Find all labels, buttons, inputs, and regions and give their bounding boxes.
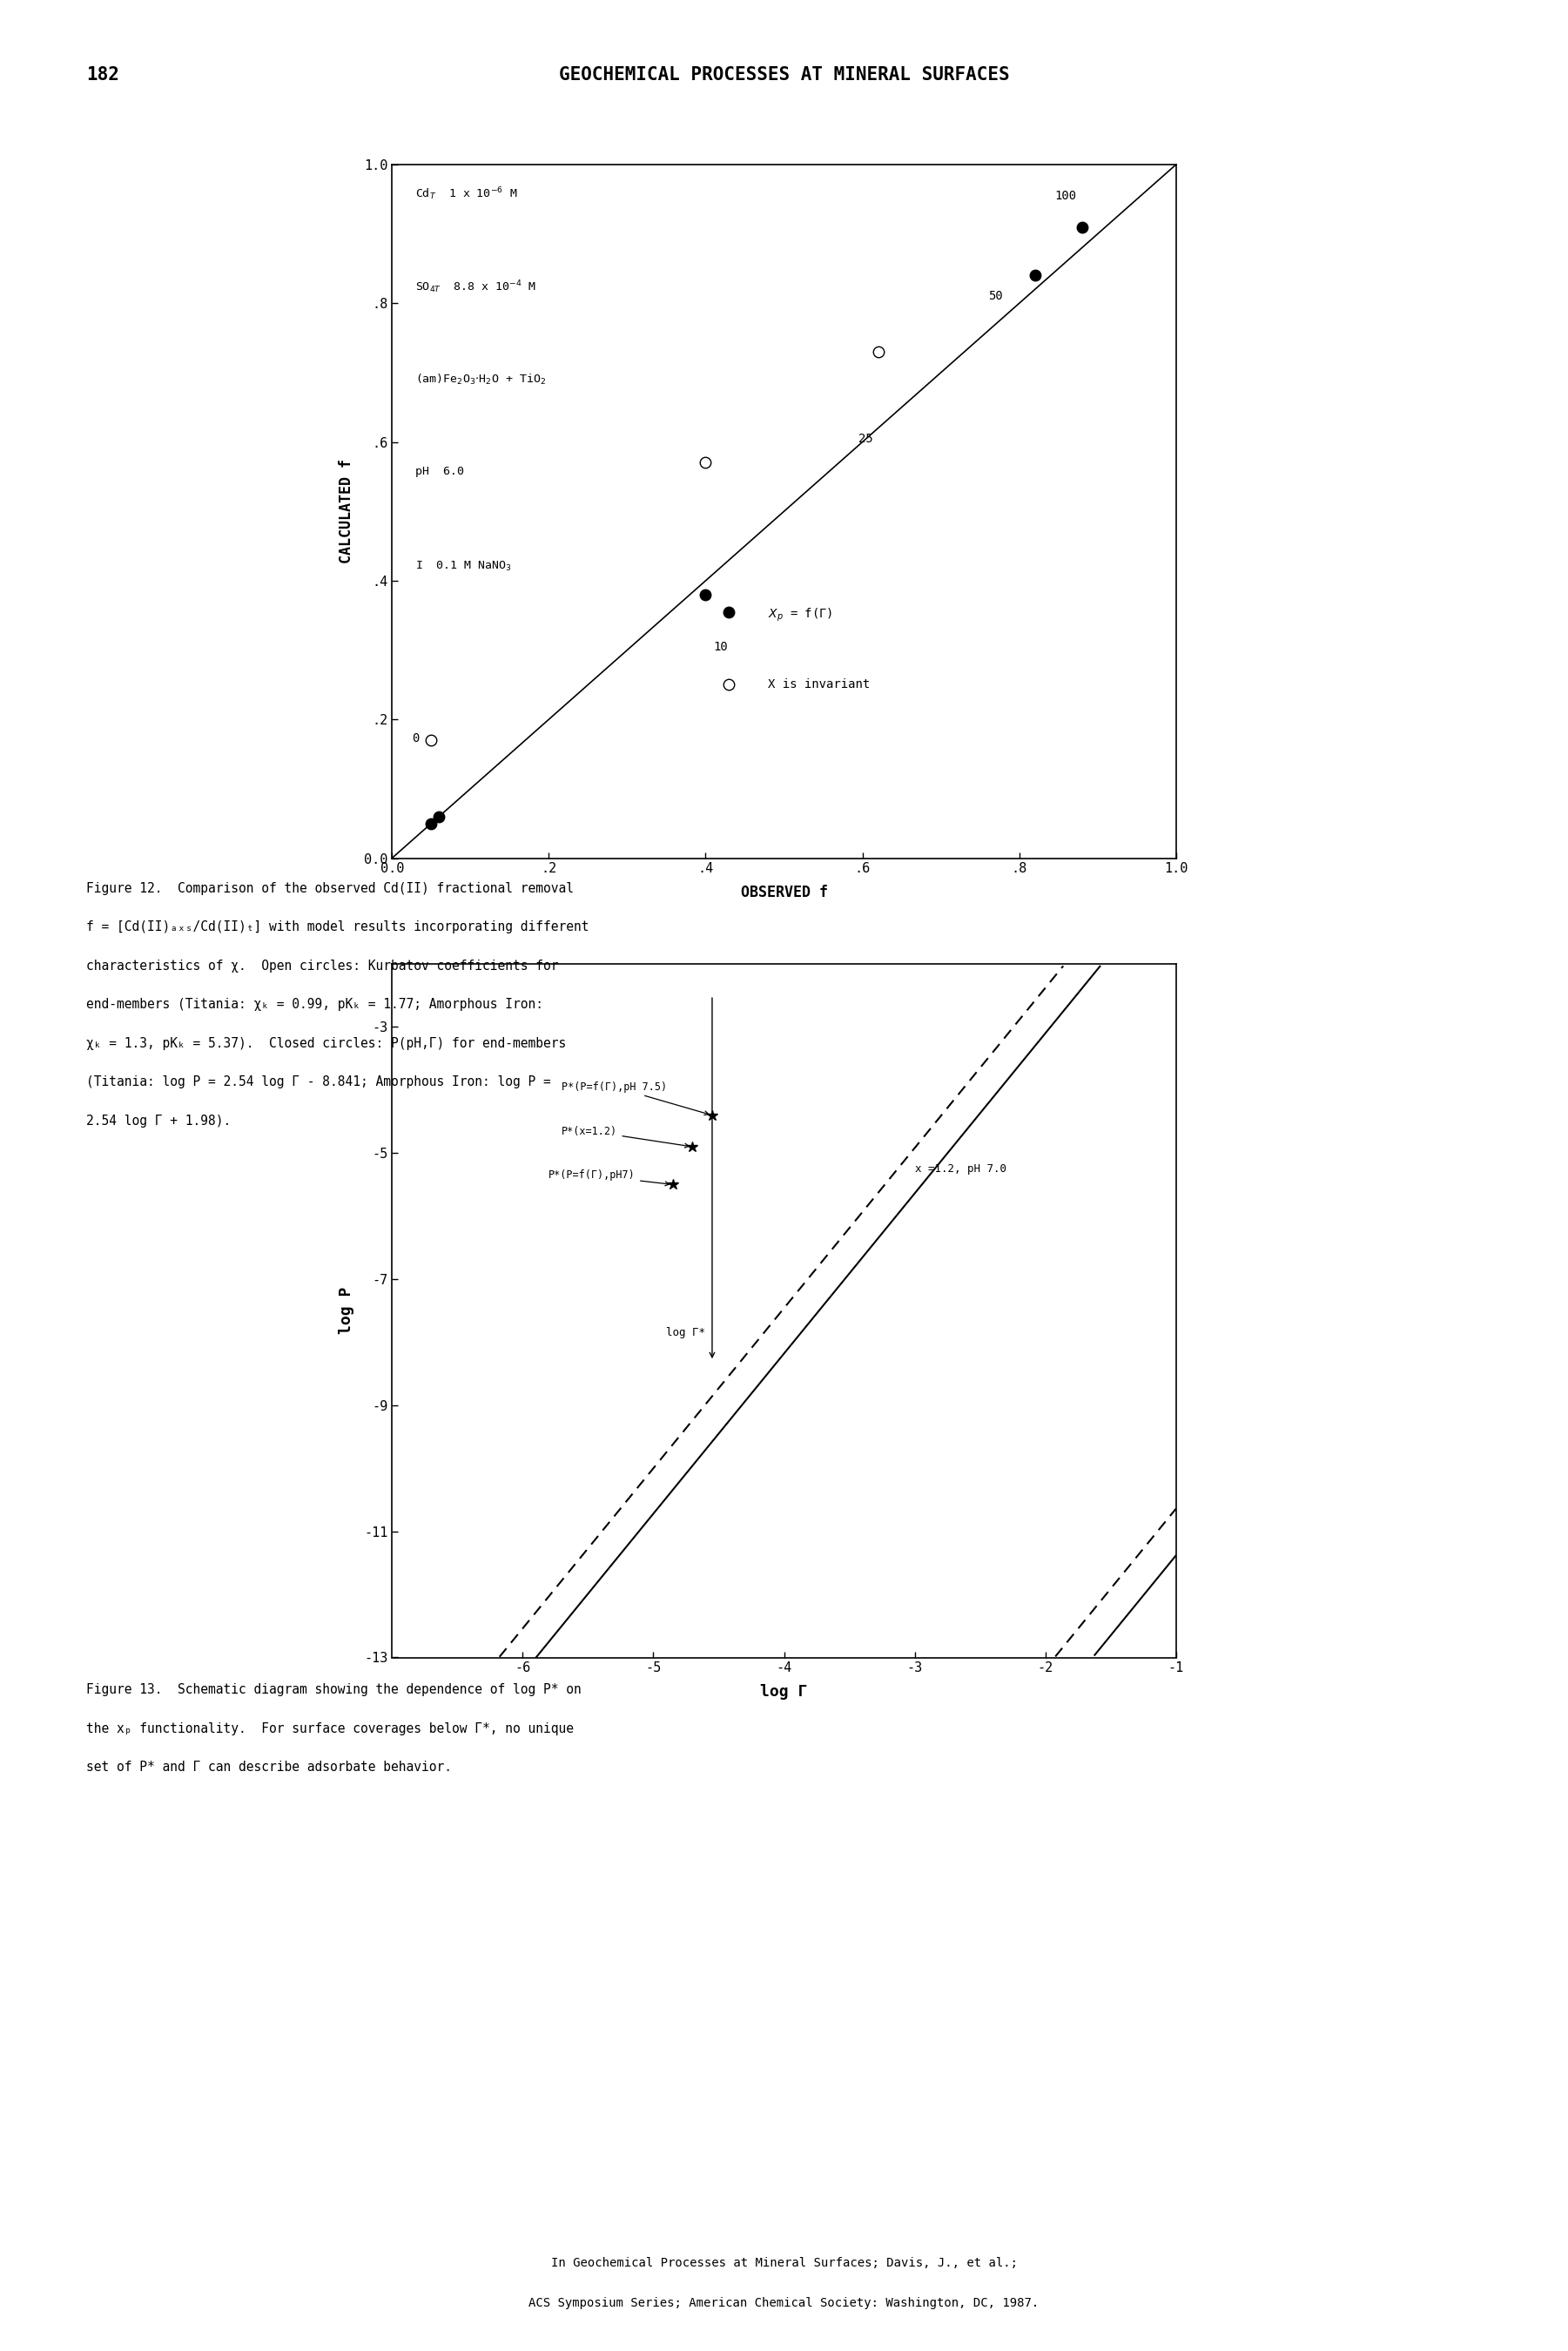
Text: In Geochemical Processes at Mineral Surfaces; Davis, J., et al.;: In Geochemical Processes at Mineral Surf… [550, 2257, 1018, 2269]
Text: 0: 0 [411, 731, 419, 745]
Y-axis label: log P: log P [339, 1286, 354, 1335]
Text: X is invariant: X is invariant [768, 679, 870, 691]
Text: the xₚ functionality.  For surface coverages below Γ*, no unique: the xₚ functionality. For surface covera… [86, 1721, 574, 1735]
Text: f = [Cd(II)ₐₓₛ/Cd(II)ₜ] with model results incorporating different: f = [Cd(II)ₐₓₛ/Cd(II)ₜ] with model resul… [86, 919, 590, 933]
Text: 25: 25 [859, 433, 873, 444]
Text: x =1.2, pH 7.0: x =1.2, pH 7.0 [914, 1164, 1007, 1176]
Text: 2.54 log Γ + 1.98).: 2.54 log Γ + 1.98). [86, 1114, 230, 1128]
Text: P*(P=f(Γ),pH 7.5): P*(P=f(Γ),pH 7.5) [561, 1081, 709, 1114]
Text: (Titania: log P = 2.54 log Γ - 8.841; Amorphous Iron: log P =: (Titania: log P = 2.54 log Γ - 8.841; Am… [86, 1077, 550, 1089]
Text: P*(x=1.2): P*(x=1.2) [561, 1126, 688, 1147]
Text: pH  6.0: pH 6.0 [416, 465, 464, 477]
Y-axis label: CALCULATED f: CALCULATED f [339, 458, 354, 564]
Text: set of P* and Γ can describe adsorbate behavior.: set of P* and Γ can describe adsorbate b… [86, 1761, 452, 1775]
Text: 10: 10 [713, 639, 728, 654]
Text: end-members (Titania: χₖ = 0.99, pKₖ = 1.77; Amorphous Iron:: end-members (Titania: χₖ = 0.99, pKₖ = 1… [86, 997, 544, 1011]
Text: I  0.1 M NaNO$_3$: I 0.1 M NaNO$_3$ [416, 560, 513, 574]
Text: SO$_{4T}$  8.8 x 10$^{-4}$ M: SO$_{4T}$ 8.8 x 10$^{-4}$ M [416, 280, 536, 296]
Text: Figure 13.  Schematic diagram showing the dependence of log P* on: Figure 13. Schematic diagram showing the… [86, 1683, 582, 1697]
Text: ACS Symposium Series; American Chemical Society: Washington, DC, 1987.: ACS Symposium Series; American Chemical … [528, 2297, 1040, 2309]
Text: characteristics of χ.  Open circles: Kurbatov coefficients for: characteristics of χ. Open circles: Kurb… [86, 959, 558, 973]
Text: $X_p$ = f($\Gamma$): $X_p$ = f($\Gamma$) [768, 607, 833, 623]
Text: GEOCHEMICAL PROCESSES AT MINERAL SURFACES: GEOCHEMICAL PROCESSES AT MINERAL SURFACE… [558, 66, 1010, 82]
Text: χₖ = 1.3, pKₖ = 5.37).  Closed circles: P(pH,Γ) for end-members: χₖ = 1.3, pKₖ = 5.37). Closed circles: P… [86, 1037, 566, 1051]
Text: 182: 182 [86, 66, 119, 82]
Text: P*(P=f(Γ),pH7): P*(P=f(Γ),pH7) [549, 1168, 670, 1185]
Text: (am)Fe$_2$O$_3$$\cdot$H$_2$O + TiO$_2$: (am)Fe$_2$O$_3$$\cdot$H$_2$O + TiO$_2$ [416, 371, 546, 386]
X-axis label: OBSERVED f: OBSERVED f [740, 884, 828, 900]
Text: log Γ*: log Γ* [666, 1328, 706, 1338]
Text: 100: 100 [1054, 190, 1076, 202]
Text: Figure 12.  Comparison of the observed Cd(II) fractional removal: Figure 12. Comparison of the observed Cd… [86, 882, 574, 896]
Text: Cd$_T$  1 x 10$^{-6}$ M: Cd$_T$ 1 x 10$^{-6}$ M [416, 186, 517, 202]
X-axis label: log Γ: log Γ [760, 1683, 808, 1700]
Text: 50: 50 [988, 289, 1002, 303]
